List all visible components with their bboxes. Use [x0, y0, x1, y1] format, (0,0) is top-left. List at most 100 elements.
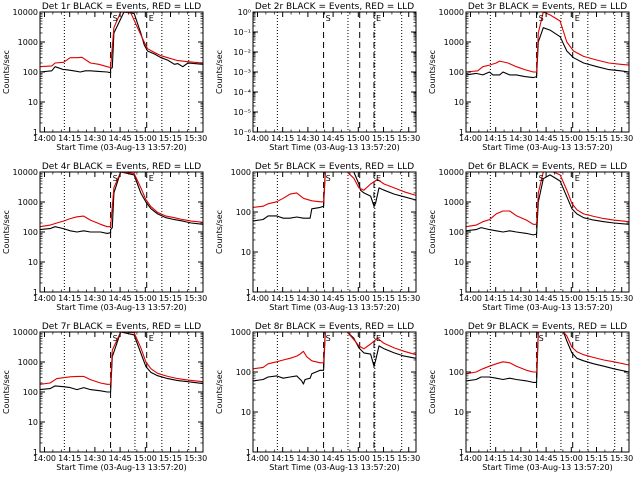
x-axis-label: Start Time (03-Aug-13 13:57:20) — [269, 143, 400, 152]
x-tick-label: 14:30 — [83, 134, 106, 143]
lld-series-line — [252, 331, 417, 370]
panel-title: Det 8r BLACK = Events, RED = LLD — [255, 322, 414, 332]
y-tick-label: 10⁻¹ — [233, 28, 251, 37]
x-tick-label: 15:15 — [585, 294, 608, 303]
y-axis-label: Counts/sec — [428, 50, 437, 94]
events-series-line — [465, 331, 630, 383]
x-tick-label: 15:00 — [347, 454, 370, 463]
x-tick-label: 14:30 — [296, 294, 319, 303]
x-tick-label: 15:30 — [610, 454, 633, 463]
end-marker-label: E — [575, 174, 580, 183]
y-axis-label: Counts/sec — [215, 370, 224, 414]
x-tick-label: 14:45 — [109, 294, 132, 303]
start-marker-label: S — [113, 334, 118, 343]
x-tick-label: 15:15 — [585, 454, 608, 463]
events-series-line — [465, 174, 630, 236]
x-tick-label: 14:00 — [459, 454, 482, 463]
x-tick-label: 14:30 — [83, 454, 106, 463]
x-tick-label: 15:30 — [610, 134, 633, 143]
lld-series-line — [39, 171, 204, 228]
y-tick-label: 1 — [33, 448, 38, 457]
end-marker-label: E — [149, 174, 154, 183]
lld-series-line — [252, 171, 417, 208]
y-tick-label: 1 — [246, 448, 251, 457]
x-tick-label: 15:30 — [610, 294, 633, 303]
lld-series-line — [465, 331, 630, 375]
y-axis-label: Counts/sec — [2, 210, 11, 254]
x-tick-label: 14:00 — [246, 294, 269, 303]
y-tick-label: 1000 — [444, 198, 464, 207]
y-tick-label: 10⁻³ — [233, 68, 251, 77]
panel-1: Det 1r BLACK = Events, RED = LLD S E 1 10 100… — [2, 2, 207, 152]
x-tick-label: 15:00 — [560, 134, 583, 143]
y-tick-label: 1000 — [18, 358, 38, 367]
x-tick-label: 14:00 — [459, 294, 482, 303]
axes-frame — [465, 331, 630, 453]
y-tick-label: 100 — [449, 228, 464, 237]
x-tick-label: 14:00 — [33, 454, 56, 463]
y-tick-label: 1 — [246, 288, 251, 297]
y-tick-label: 1 — [459, 448, 464, 457]
y-tick-label: 10⁰ — [238, 8, 251, 17]
x-tick-label: 14:15 — [271, 294, 294, 303]
x-tick-label: 14:15 — [271, 454, 294, 463]
x-tick-label: 15:15 — [585, 134, 608, 143]
panel-8: Det 8r BLACK = Events, RED = LLD S E 1 10 100… — [215, 322, 420, 472]
x-tick-label: 14:15 — [58, 454, 81, 463]
end-marker-label: E — [376, 174, 381, 183]
y-tick-label: 100 — [236, 208, 251, 217]
y-tick-label: 10⁻⁵ — [233, 108, 251, 117]
x-tick-label: 14:45 — [535, 134, 558, 143]
axes-frame — [252, 171, 417, 293]
y-tick-label: 10 — [28, 258, 38, 267]
x-tick-label: 14:30 — [296, 134, 319, 143]
y-axis-label: Counts/sec — [215, 50, 224, 94]
lld-series-line — [465, 11, 630, 73]
y-tick-label: 1000 — [18, 38, 38, 47]
panel-2: Det 2r BLACK = Events, RED = LLD S E 10⁻⁶ 10… — [215, 2, 420, 152]
y-tick-label: 10000 — [13, 328, 38, 337]
x-tick-label: 14:00 — [33, 294, 56, 303]
y-tick-label: 1000 — [444, 328, 464, 337]
panel-title: Det 5r BLACK = Events, RED = LLD — [255, 162, 414, 172]
x-tick-label: 14:00 — [246, 454, 269, 463]
y-axis-label: Counts/sec — [428, 210, 437, 254]
lld-series-line — [465, 171, 630, 228]
y-tick-label: 1 — [459, 128, 464, 137]
x-tick-label: 15:00 — [134, 454, 157, 463]
y-tick-label: 10 — [28, 98, 38, 107]
y-axis-label: Counts/sec — [2, 370, 11, 414]
y-tick-label: 1 — [33, 288, 38, 297]
panel-title: Det 7r BLACK = Events, RED = LLD — [42, 322, 201, 332]
y-tick-label: 1000 — [444, 38, 464, 47]
x-tick-label: 14:15 — [271, 134, 294, 143]
x-tick-label: 15:30 — [397, 134, 420, 143]
x-tick-label: 14:00 — [33, 134, 56, 143]
y-tick-label: 1000 — [18, 198, 38, 207]
x-axis-label: Start Time (03-Aug-13 13:57:20) — [56, 463, 187, 472]
start-marker-label: S — [539, 14, 544, 23]
panel-title: Det 1r BLACK = Events, RED = LLD — [42, 2, 201, 12]
y-axis-label: Counts/sec — [428, 370, 437, 414]
panel-3: Det 3r BLACK = Events, RED = LLD S E 1 10 100… — [428, 2, 633, 152]
panel-title: Det 6r BLACK = Events, RED = LLD — [468, 162, 627, 172]
x-tick-label: 14:45 — [322, 454, 345, 463]
lld-series-line — [39, 331, 204, 385]
x-axis-label: Start Time (03-Aug-13 13:57:20) — [482, 143, 613, 152]
panel-4: Det 4r BLACK = Events, RED = LLD S E 1 10 100… — [2, 162, 207, 312]
x-tick-label: 14:15 — [58, 294, 81, 303]
x-tick-label: 15:15 — [159, 454, 182, 463]
x-tick-label: 14:45 — [322, 134, 345, 143]
axes-frame — [252, 331, 417, 453]
events-series-line — [465, 27, 630, 79]
start-marker-label: S — [113, 174, 118, 183]
x-tick-label: 15:15 — [372, 294, 395, 303]
y-tick-label: 10⁻² — [233, 48, 251, 57]
x-tick-label: 15:00 — [560, 454, 583, 463]
y-tick-label: 1 — [459, 288, 464, 297]
y-axis-label: Counts/sec — [215, 210, 224, 254]
lld-series-line — [39, 11, 204, 69]
end-marker-label: E — [376, 14, 381, 23]
panel-title: Det 3r BLACK = Events, RED = LLD — [468, 2, 627, 12]
